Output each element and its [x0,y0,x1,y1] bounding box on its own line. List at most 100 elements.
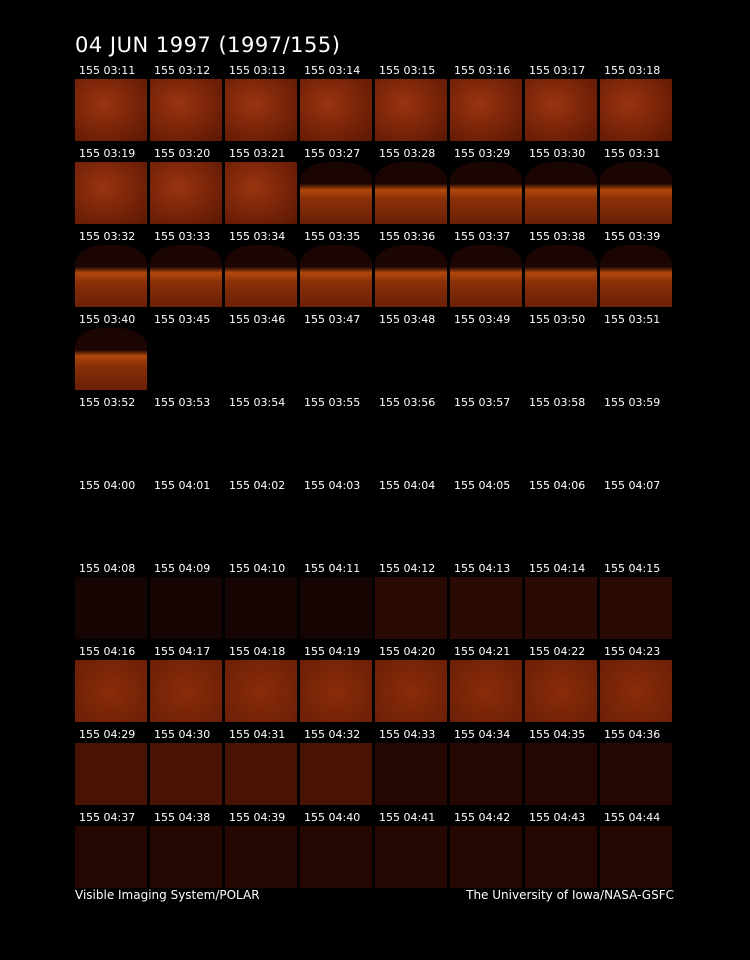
frame-image [375,79,447,141]
frame-image [600,660,672,722]
frame-label: 155 04:31 [229,728,286,741]
frame-label: 155 03:40 [79,313,136,326]
frame-label: 155 03:29 [454,147,511,160]
frame-label: 155 04:42 [454,811,511,824]
frame-image [300,79,372,141]
frame-label: 155 04:16 [79,645,136,658]
frame-label: 155 04:05 [454,479,511,492]
frame-label: 155 03:34 [229,230,286,243]
frame-image [375,826,447,888]
frame-image [75,660,147,722]
frame-label: 155 04:33 [379,728,436,741]
frame-label: 155 04:35 [529,728,586,741]
frame-image [450,162,522,224]
frame-label: 155 03:15 [379,64,436,77]
frame-image [600,162,672,224]
frame-label: 155 04:39 [229,811,286,824]
frame-image [525,826,597,888]
frame-image [525,328,597,390]
frame-label: 155 03:47 [304,313,361,326]
frame-image [225,577,297,639]
frame-image [225,660,297,722]
frame-image [75,743,147,805]
frame-label: 155 03:14 [304,64,361,77]
frame-label: 155 03:12 [154,64,211,77]
frame-image [450,577,522,639]
frame-image [525,743,597,805]
frame-label: 155 03:59 [604,396,661,409]
frame-label: 155 04:32 [304,728,361,741]
frame-label: 155 03:39 [604,230,661,243]
frame-image [225,245,297,307]
frame-image [525,411,597,473]
frame-image [600,494,672,556]
footer-left: Visible Imaging System/POLAR [75,888,260,902]
frame-label: 155 04:43 [529,811,586,824]
frame-label: 155 04:15 [604,562,661,575]
frame-label: 155 04:36 [604,728,661,741]
frame-label: 155 04:02 [229,479,286,492]
frame-image [150,411,222,473]
frame-label: 155 04:29 [79,728,136,741]
frame-label: 155 04:06 [529,479,586,492]
frame-image [375,411,447,473]
frame-label: 155 04:23 [604,645,661,658]
frame-label: 155 04:34 [454,728,511,741]
frame-label: 155 04:40 [304,811,361,824]
frame-image [150,577,222,639]
frame-image [375,162,447,224]
frame-image [150,245,222,307]
frame-image [525,660,597,722]
frame-image [75,162,147,224]
frame-image [300,162,372,224]
frame-image [225,328,297,390]
frame-image [75,328,147,390]
frame-image [600,577,672,639]
frame-image [75,245,147,307]
frame-label: 155 03:31 [604,147,661,160]
frame-label: 155 03:49 [454,313,511,326]
frame-image [300,826,372,888]
frame-label: 155 03:45 [154,313,211,326]
frame-image [450,494,522,556]
frame-label: 155 04:13 [454,562,511,575]
frame-label: 155 03:33 [154,230,211,243]
frame-label: 155 03:55 [304,396,361,409]
frame-label: 155 03:57 [454,396,511,409]
frame-label: 155 03:19 [79,147,136,160]
frame-image [375,494,447,556]
frame-image [75,411,147,473]
frame-image [375,245,447,307]
frame-image [225,79,297,141]
frame-image [375,743,447,805]
frame-image [450,79,522,141]
frame-image [150,826,222,888]
frame-image [300,660,372,722]
frame-image [600,245,672,307]
frame-label: 155 04:04 [379,479,436,492]
frame-image [150,660,222,722]
frame-label: 155 03:13 [229,64,286,77]
frame-image [150,79,222,141]
frame-image [300,245,372,307]
frame-label: 155 04:12 [379,562,436,575]
frame-label: 155 04:17 [154,645,211,658]
frame-label: 155 03:16 [454,64,511,77]
frame-label: 155 04:07 [604,479,661,492]
frame-label: 155 04:21 [454,645,511,658]
title: 04 JUN 1997 (1997/155) [75,33,341,57]
frame-label: 155 03:21 [229,147,286,160]
frame-image [450,826,522,888]
frame-image [150,162,222,224]
frame-image [525,162,597,224]
frame-label: 155 04:03 [304,479,361,492]
frame-label: 155 03:58 [529,396,586,409]
frame-image [300,494,372,556]
frame-image [600,328,672,390]
frame-label: 155 03:32 [79,230,136,243]
frame-label: 155 03:30 [529,147,586,160]
frame-label: 155 04:14 [529,562,586,575]
frame-label: 155 04:22 [529,645,586,658]
frame-label: 155 03:51 [604,313,661,326]
